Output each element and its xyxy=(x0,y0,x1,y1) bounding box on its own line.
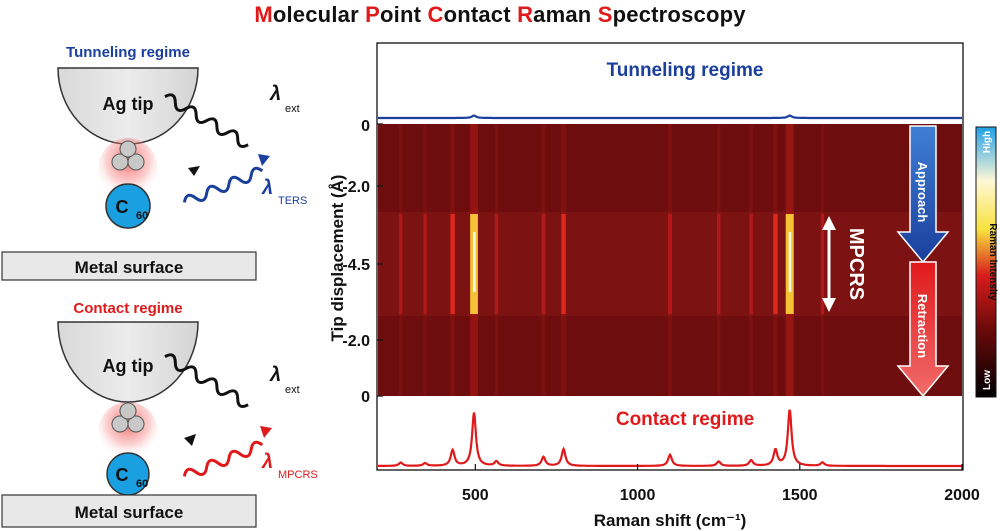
contact-tip xyxy=(57,321,199,403)
heatmap-peak-core xyxy=(788,232,792,292)
approach-arrow xyxy=(896,125,950,264)
colorbar-title: Raman intensity xyxy=(987,223,998,301)
y-tick-label: -4.5 xyxy=(342,257,370,274)
tunneling-tip-label: Ag tip xyxy=(103,94,154,114)
lambda-ters-sub: TERS xyxy=(278,195,307,207)
atom xyxy=(127,153,145,171)
contact-tip-label: Ag tip xyxy=(103,356,154,376)
mpcrs-chart: Tunneling regime Contact regime 0 -2.0 -… xyxy=(328,42,998,530)
c60-label: C xyxy=(116,465,129,485)
y-tick-label: -2.0 xyxy=(342,333,370,350)
contact-schematic: Contact regime Ag tip C 60 Metal surface… xyxy=(1,300,318,528)
mpcrs-double-arrow xyxy=(822,216,836,312)
heatmap-peak-band xyxy=(773,214,778,314)
incident-wave xyxy=(164,353,249,408)
top-spectrum-label: Tunneling regime xyxy=(607,60,764,81)
scattered-wave xyxy=(182,440,264,477)
incident-arrowhead xyxy=(184,434,196,446)
x-tick-label: 1500 xyxy=(782,487,818,504)
atom xyxy=(119,402,137,420)
heatmap-peak-band xyxy=(541,214,546,314)
heatmap-peak-band xyxy=(561,214,566,314)
tunneling-surface-label: Metal surface xyxy=(75,258,184,277)
x-tick-label: 1000 xyxy=(620,487,656,504)
tunneling-spectrum-line xyxy=(378,114,962,120)
lambda-mpcrs: λ xyxy=(261,451,273,473)
c60-subscript: 60 xyxy=(136,210,148,222)
contact-tip-glow xyxy=(98,402,158,462)
heatmap-peak-band xyxy=(749,214,753,314)
contact-spectrum-line xyxy=(378,409,962,468)
x-tick-label: 2000 xyxy=(944,487,980,504)
atom xyxy=(119,140,137,158)
tunneling-tip-glow xyxy=(98,138,158,202)
title-word: Raman xyxy=(517,2,592,27)
incident-wave xyxy=(164,93,249,148)
colorbar-low-label: Low xyxy=(982,370,993,390)
tunneling-schematic: Tunneling regime Ag tip C 60 Metal surfa… xyxy=(1,44,307,281)
heatmap-peak-band xyxy=(668,214,672,314)
y-tick-label: -2.0 xyxy=(342,179,370,196)
contact-heading: Contact regime xyxy=(73,300,182,317)
incident-arrowhead xyxy=(188,166,200,176)
heatmap-peak-core xyxy=(473,232,476,292)
x-axis-label: Raman shift (cm⁻¹) xyxy=(594,511,747,530)
colorbar-gradient xyxy=(975,126,997,398)
atom xyxy=(127,415,145,433)
lambda-ters: λ xyxy=(261,177,273,199)
lambda-ext: λ xyxy=(269,83,281,105)
x-axis: 500 1000 1500 2000 xyxy=(462,464,980,504)
y-axis: 0 -2.0 -4.5 -2.0 0 Tip displacement (Å) xyxy=(328,118,383,406)
heatmap-peak-band xyxy=(716,214,721,314)
heatmap-peak-band xyxy=(494,214,499,314)
tunneling-metal-surface xyxy=(1,251,257,281)
lambda-ext: λ xyxy=(269,364,281,386)
heatmap-peak-band xyxy=(450,214,455,314)
scattered-wave xyxy=(182,166,264,203)
title-word: Spectroscopy xyxy=(597,2,746,27)
approach-label: Approach xyxy=(915,162,930,223)
heatmap-peak-band xyxy=(820,214,825,314)
mpcrs-label: MPCRS xyxy=(845,228,867,300)
lambda-ext-sub: ext xyxy=(285,103,300,115)
bottom-spectrum-label: Contact regime xyxy=(616,409,754,430)
lambda-mpcrs-sub: MPCRS xyxy=(278,469,318,481)
colorbar-high-label: High xyxy=(982,131,993,153)
title-word: Point xyxy=(365,2,422,27)
tunneling-heading: Tunneling regime xyxy=(66,44,190,61)
retraction-label: Retraction xyxy=(915,294,930,358)
colorbar: High Raman intensity Low xyxy=(975,126,998,398)
heatmap-peak-band xyxy=(399,214,403,314)
y-tick-label: 0 xyxy=(361,118,370,135)
scattered-arrowhead xyxy=(260,426,272,438)
title-word: Contact xyxy=(427,2,511,27)
y-axis-label: Tip displacement (Å) xyxy=(328,175,347,342)
contact-surface-label: Metal surface xyxy=(75,503,184,522)
contact-metal-surface xyxy=(1,494,257,528)
retraction-arrow xyxy=(896,261,950,398)
heatmap xyxy=(378,124,962,396)
y-tick-label: 0 xyxy=(361,389,370,406)
c60-molecule xyxy=(105,183,151,229)
heatmap-peak-band xyxy=(423,214,427,314)
title-word: Molecular xyxy=(254,2,359,27)
c60-label: C xyxy=(116,197,129,217)
figure-title: Molecular Point Contact Raman Spectrosco… xyxy=(0,2,1000,28)
scattered-arrowhead xyxy=(258,154,270,166)
c60-subscript: 60 xyxy=(136,478,148,490)
lambda-ext-sub: ext xyxy=(285,384,300,396)
x-tick-label: 500 xyxy=(462,487,489,504)
